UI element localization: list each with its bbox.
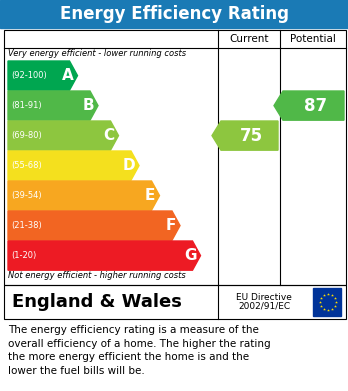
Text: B: B — [82, 98, 94, 113]
Text: The energy efficiency rating is a measure of the
overall efficiency of a home. T: The energy efficiency rating is a measur… — [8, 325, 271, 376]
Text: EU Directive: EU Directive — [236, 294, 292, 303]
Text: Very energy efficient - lower running costs: Very energy efficient - lower running co… — [8, 49, 186, 58]
Text: Potential: Potential — [290, 34, 336, 44]
Text: 87: 87 — [304, 97, 327, 115]
Text: C: C — [103, 128, 114, 143]
Text: (81-91): (81-91) — [11, 101, 42, 110]
Polygon shape — [8, 91, 98, 120]
Text: F: F — [166, 218, 176, 233]
Polygon shape — [8, 61, 78, 90]
Text: E: E — [145, 188, 156, 203]
Text: (39-54): (39-54) — [11, 191, 42, 200]
Polygon shape — [274, 91, 344, 120]
Bar — [4, 285, 346, 319]
Polygon shape — [212, 121, 278, 150]
Polygon shape — [8, 241, 200, 270]
Text: England & Wales: England & Wales — [12, 293, 182, 311]
Text: G: G — [184, 248, 197, 263]
Text: A: A — [62, 68, 73, 83]
Polygon shape — [8, 181, 159, 210]
Polygon shape — [8, 211, 180, 240]
Text: D: D — [122, 158, 135, 173]
Text: (55-68): (55-68) — [11, 161, 42, 170]
Text: Current: Current — [229, 34, 269, 44]
Text: Energy Efficiency Rating: Energy Efficiency Rating — [60, 5, 288, 23]
Text: (69-80): (69-80) — [11, 131, 42, 140]
Bar — [4, 30, 346, 285]
Text: Not energy efficient - higher running costs: Not energy efficient - higher running co… — [8, 271, 186, 280]
Text: 75: 75 — [240, 127, 263, 145]
Polygon shape — [8, 151, 139, 180]
Text: 2002/91/EC: 2002/91/EC — [238, 301, 290, 310]
Polygon shape — [8, 121, 119, 150]
Text: (92-100): (92-100) — [11, 71, 47, 80]
Text: (21-38): (21-38) — [11, 221, 42, 230]
Bar — [313, 288, 341, 316]
Bar — [0, 0, 348, 28]
Text: (1-20): (1-20) — [11, 251, 36, 260]
